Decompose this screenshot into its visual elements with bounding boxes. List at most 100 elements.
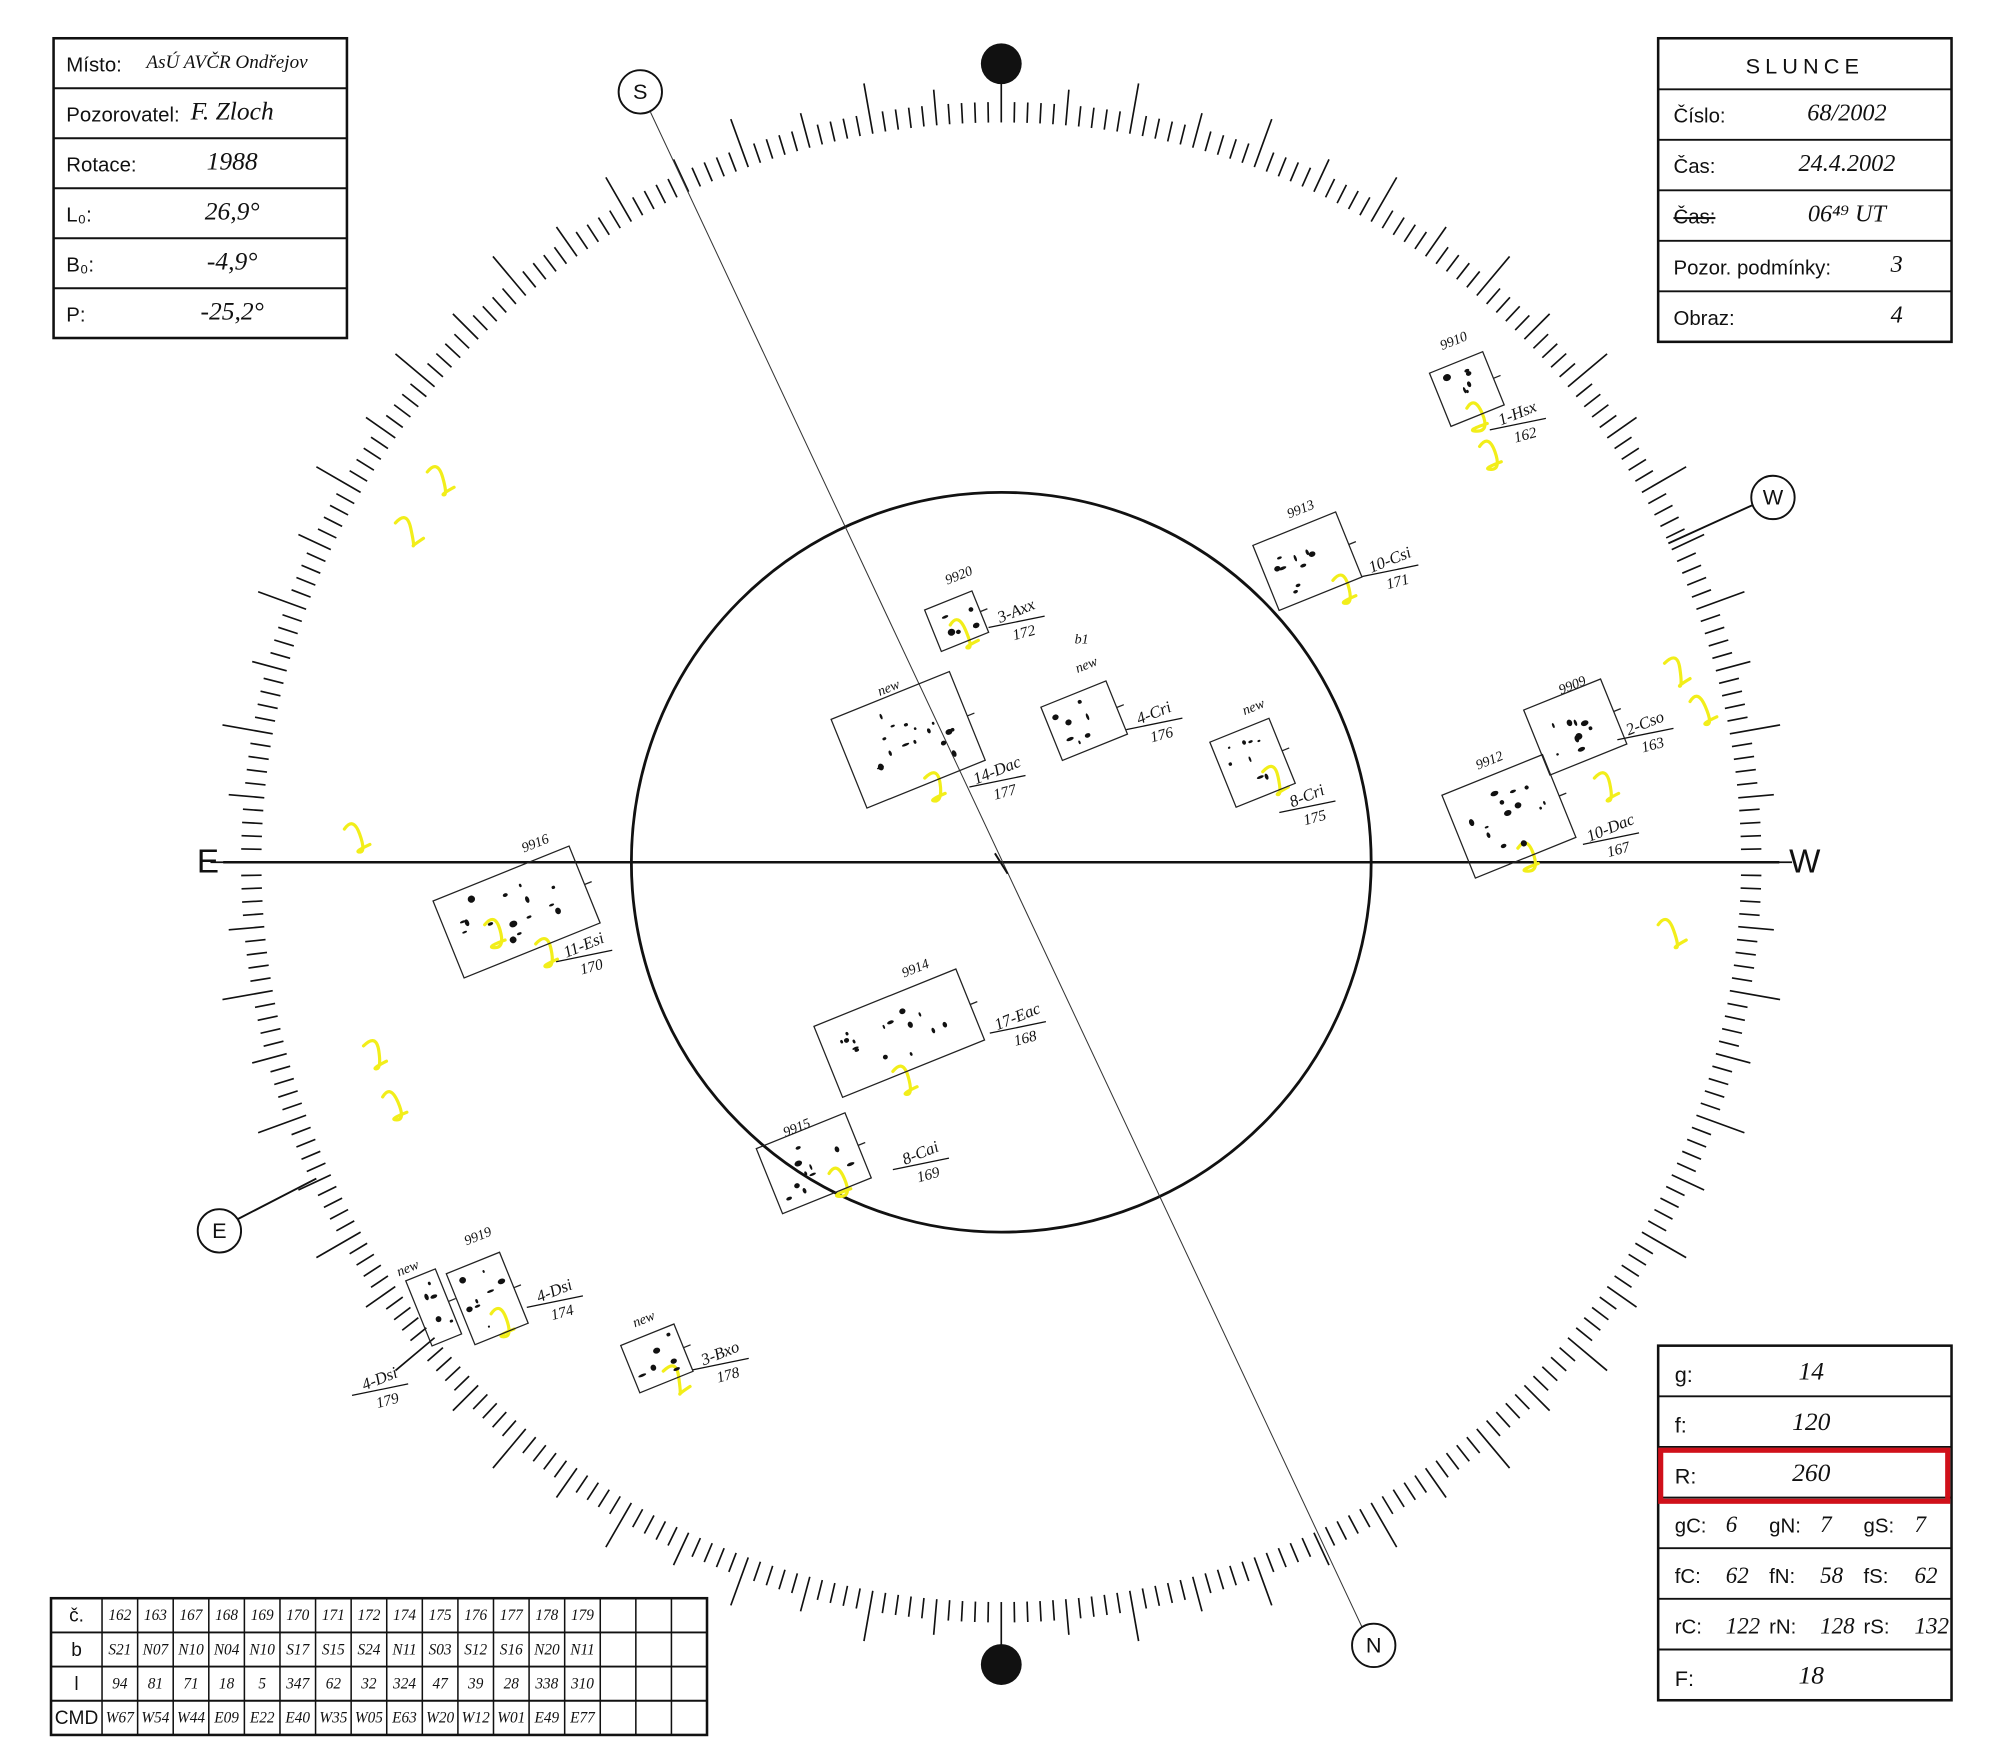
info-label: Rotace:	[66, 155, 136, 177]
spot	[670, 1358, 677, 1364]
degree-tick	[765, 138, 774, 159]
facula	[381, 1090, 409, 1122]
degree-tick	[501, 287, 517, 305]
degree-tick	[1696, 1114, 1745, 1134]
degree-tick	[907, 1596, 912, 1617]
spot	[1524, 785, 1529, 790]
group-box	[923, 590, 990, 653]
degree-tick	[365, 416, 396, 439]
degree-tick	[605, 176, 633, 222]
table-cell: 81	[148, 1675, 163, 1692]
degree-tick	[522, 270, 537, 288]
table-cell: W20	[426, 1710, 454, 1727]
spot	[1484, 825, 1489, 829]
table-cell: N20	[533, 1641, 560, 1658]
degree-tick	[1191, 112, 1203, 148]
spot	[882, 737, 887, 741]
info-value: 06⁴⁹ UT	[1808, 200, 1888, 227]
frame-tick	[683, 1344, 691, 1349]
degree-tick	[555, 1467, 578, 1498]
degree-tick	[250, 977, 271, 982]
degree-tick	[1116, 111, 1122, 132]
degree-tick	[385, 414, 404, 429]
degree-tick	[1141, 1588, 1148, 1609]
degree-tick	[1634, 470, 1654, 482]
group-box	[1209, 717, 1297, 809]
spot	[913, 727, 917, 730]
frame-tick	[857, 1141, 866, 1146]
bottom-dot	[980, 1644, 1022, 1685]
degree-tick	[1265, 1552, 1275, 1573]
degree-tick	[894, 1594, 900, 1616]
degree-tick	[1681, 564, 1702, 574]
class-underline	[692, 1357, 749, 1371]
spot	[435, 1316, 442, 1323]
degree-tick	[1424, 226, 1447, 257]
degree-tick	[426, 1346, 444, 1362]
table-cell: W54	[141, 1710, 169, 1727]
degree-tick	[1141, 115, 1148, 137]
degree-tick	[452, 1384, 479, 1412]
spot	[1499, 800, 1505, 805]
annotation: b1	[1075, 632, 1089, 648]
spot	[947, 628, 956, 636]
spot	[843, 1037, 850, 1043]
degree-tick	[291, 589, 311, 598]
degree-tick	[306, 552, 326, 563]
info-value: 26,9°	[205, 197, 260, 226]
degree-tick	[1179, 124, 1186, 145]
info-value: AsÚ AVČR Ondřejov	[144, 51, 308, 73]
class-underline	[1279, 800, 1336, 814]
group-box	[1252, 511, 1363, 612]
degree-tick	[1532, 1375, 1549, 1391]
degree-tick	[1660, 516, 1679, 528]
spot	[1227, 746, 1231, 749]
spot	[903, 723, 908, 727]
degree-tick	[1064, 89, 1070, 126]
degree-tick	[643, 190, 655, 210]
spot	[449, 1319, 454, 1323]
degree-tick	[492, 255, 527, 297]
spot	[525, 896, 530, 903]
spot	[909, 1052, 913, 1056]
degree-tick	[356, 458, 375, 471]
spot	[1248, 740, 1253, 744]
table-cell: 169	[251, 1607, 274, 1624]
degree-tick	[1704, 626, 1725, 635]
degree-tick	[655, 184, 667, 204]
frame-tick	[1558, 792, 1567, 797]
degree-tick	[920, 1597, 925, 1619]
degree-tick	[1641, 466, 1687, 494]
facula	[1477, 439, 1503, 471]
degree-tick	[298, 533, 332, 551]
facula	[661, 1364, 692, 1396]
degree-tick	[672, 1532, 690, 1566]
summary-value: 62	[1726, 1563, 1749, 1588]
degree-tick	[631, 196, 644, 216]
degree-tick	[246, 951, 268, 956]
degree-tick	[1026, 102, 1029, 123]
degree-tick	[1606, 416, 1638, 439]
degree-tick	[730, 118, 750, 168]
table-cell: 310	[570, 1675, 594, 1692]
class-underline	[526, 1295, 584, 1309]
info-label: Obraz:	[1673, 308, 1734, 330]
class-underline	[1489, 417, 1547, 431]
spot	[427, 1281, 431, 1286]
degree-tick	[257, 590, 307, 610]
spot	[972, 622, 980, 629]
degree-tick	[335, 492, 355, 505]
table-cell: E63	[391, 1710, 417, 1727]
degree-tick	[1736, 938, 1758, 943]
summary-label: fC:	[1675, 1566, 1701, 1588]
degree-tick	[1727, 716, 1748, 722]
degree-tick	[1039, 103, 1042, 124]
frame-tick	[1348, 541, 1357, 546]
spot	[459, 1276, 467, 1284]
degree-tick	[323, 516, 343, 528]
spot	[502, 893, 508, 897]
east-label: E	[197, 843, 219, 880]
degree-tick	[1647, 492, 1667, 505]
degree-tick	[765, 1565, 774, 1586]
degree-tick	[222, 724, 273, 735]
